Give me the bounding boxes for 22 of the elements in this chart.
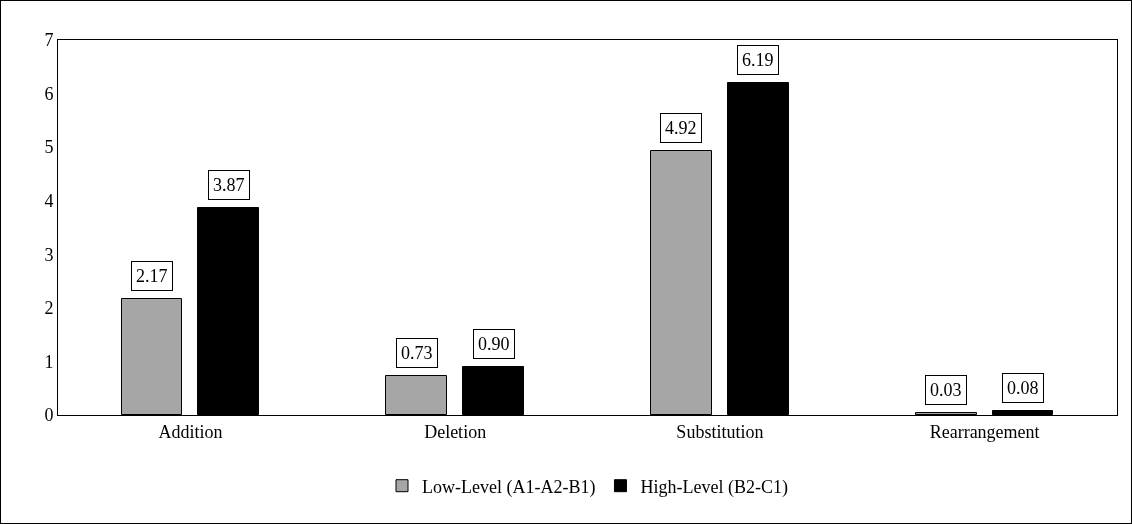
data-label: 0.08 xyxy=(1007,378,1039,398)
data-label: 4.92 xyxy=(665,118,697,138)
x-tick-label: Addition xyxy=(158,421,223,442)
data-label: 0.90 xyxy=(478,334,510,354)
x-tick-label: Rearrangement xyxy=(929,421,1040,442)
data-label: 6.19 xyxy=(742,50,774,70)
y-tick-label: 5 xyxy=(44,137,54,158)
legend-label: Low-Level (A1-A2-B1) xyxy=(422,476,596,498)
data-label: 2.17 xyxy=(136,266,168,286)
data-label: 0.03 xyxy=(930,380,962,400)
y-tick-label: 6 xyxy=(44,83,54,104)
x-tick-label: Deletion xyxy=(424,421,487,442)
y-tick-label: 0 xyxy=(44,405,54,426)
y-tick-label: 2 xyxy=(44,298,54,319)
legend-label: High-Level (B2-C1) xyxy=(640,476,788,498)
y-tick-label: 7 xyxy=(44,30,54,51)
y-tick-label: 3 xyxy=(44,244,54,265)
y-tick-label: 1 xyxy=(44,351,54,372)
data-label: 3.87 xyxy=(213,175,245,195)
x-tick-label: Substitution xyxy=(676,421,764,442)
data-label: 0.73 xyxy=(401,343,433,363)
y-tick-label: 4 xyxy=(44,191,54,212)
